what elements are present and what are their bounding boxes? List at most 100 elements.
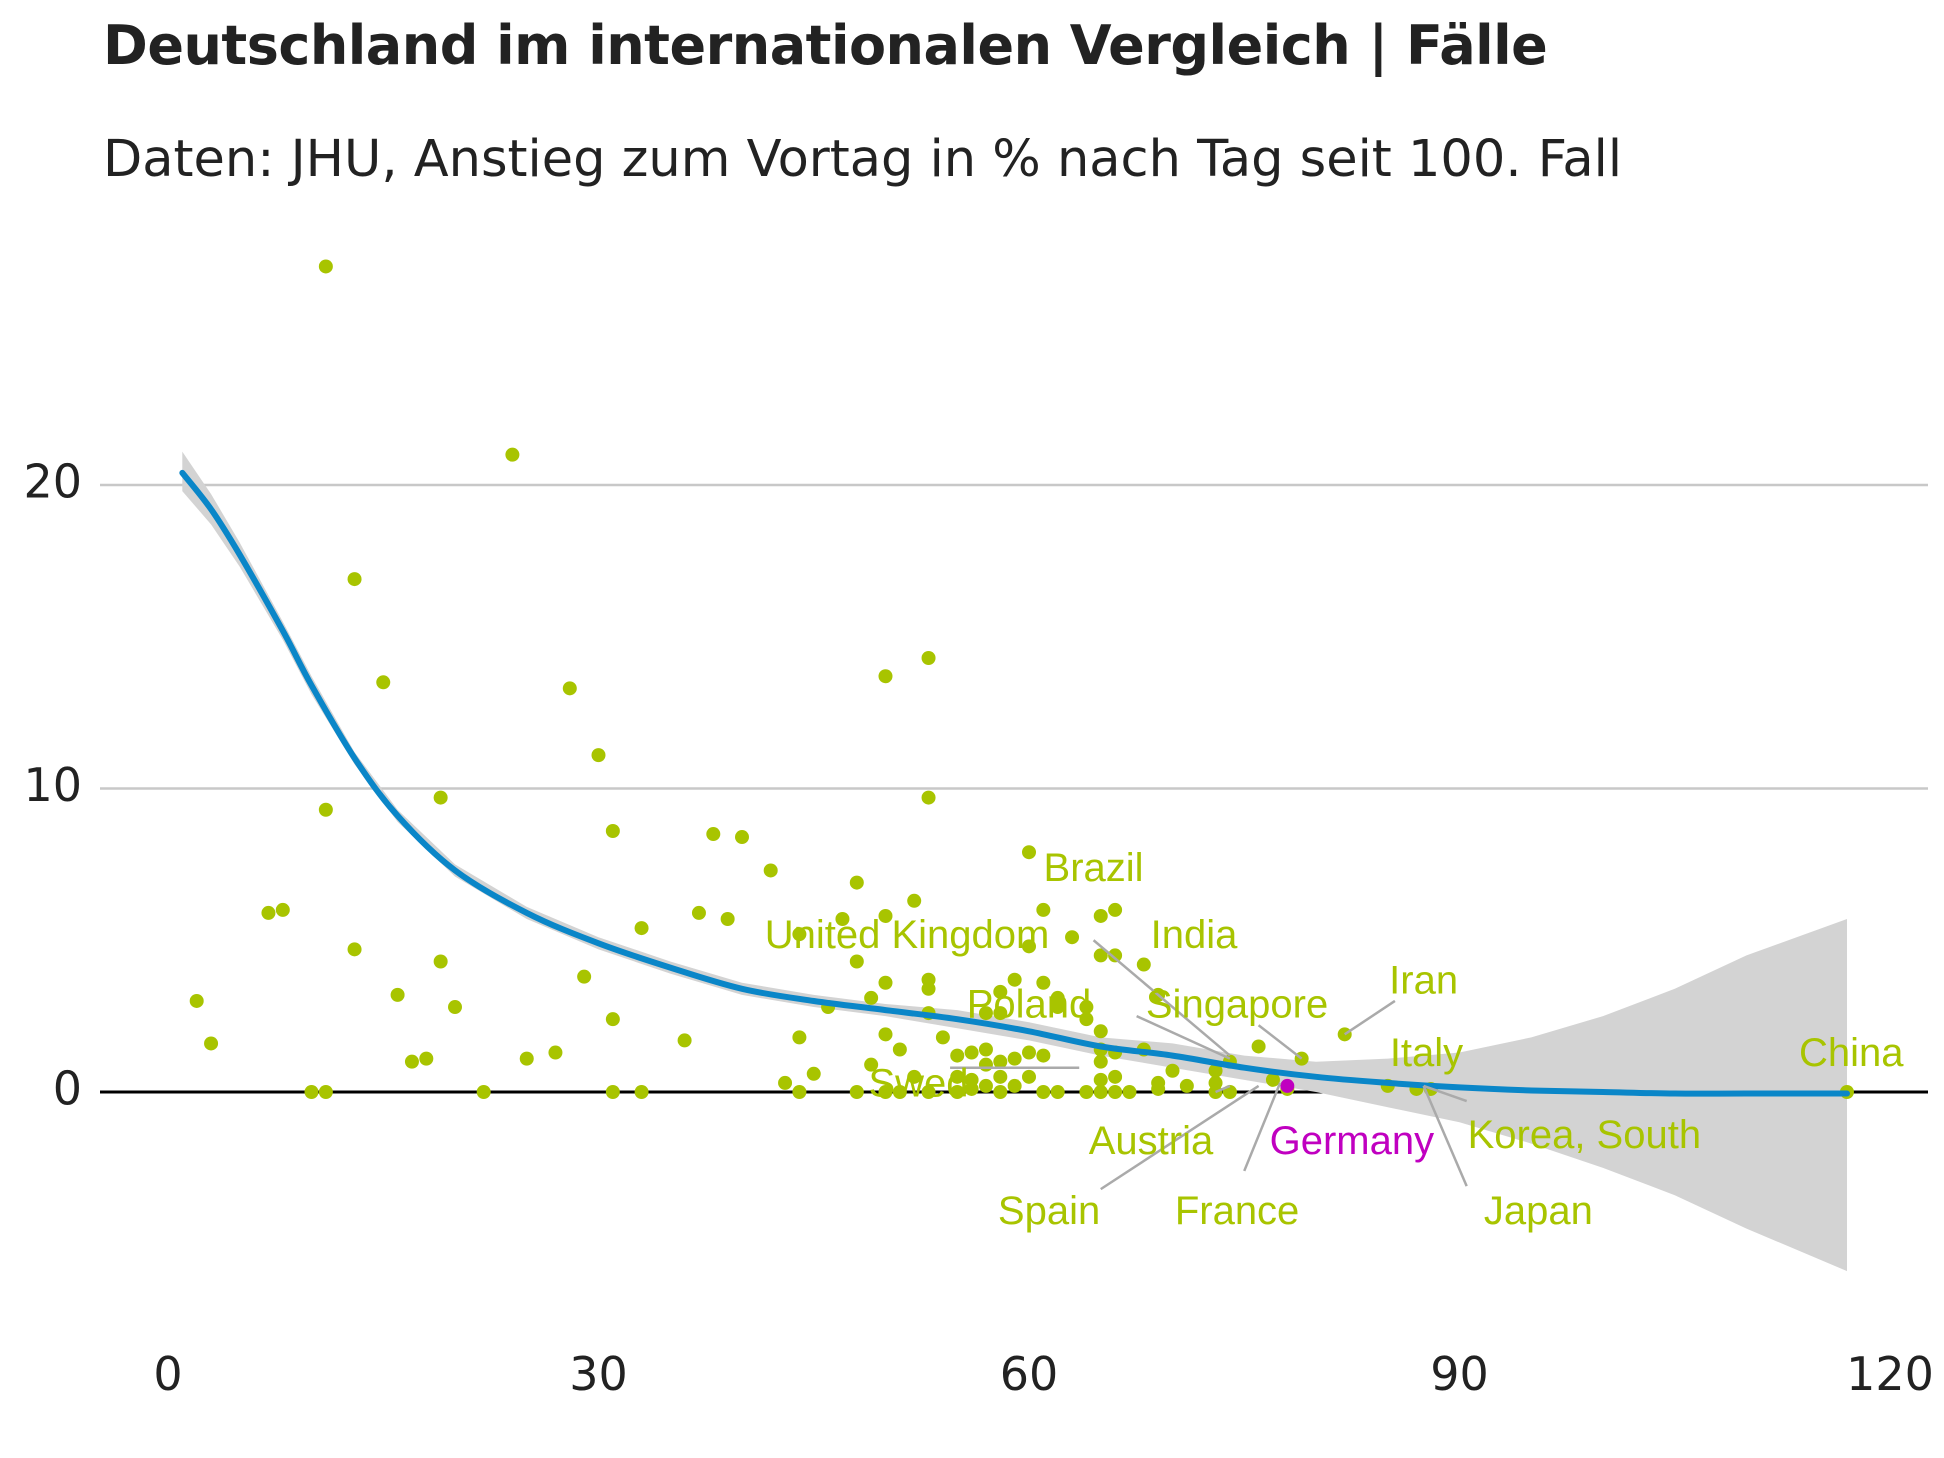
data-point xyxy=(835,912,850,927)
data-point xyxy=(720,912,735,927)
data-point xyxy=(634,921,649,936)
data-point xyxy=(390,987,405,1002)
country-label: Poland xyxy=(967,983,1092,1027)
data-point xyxy=(275,902,290,917)
confidence-band-area xyxy=(182,451,1847,1272)
data-point xyxy=(605,1012,620,1027)
data-point xyxy=(347,942,362,957)
leader-line xyxy=(1136,1014,1231,1060)
data-point xyxy=(448,1000,462,1015)
data-point xyxy=(1093,1072,1108,1087)
data-point xyxy=(1208,1063,1223,1078)
data-point xyxy=(1093,1024,1108,1039)
data-point xyxy=(849,1085,864,1099)
data-point xyxy=(878,669,893,684)
data-point xyxy=(964,1045,979,1060)
data-point xyxy=(605,823,620,838)
leader-line xyxy=(1215,1084,1231,1094)
data-point xyxy=(878,975,893,990)
data-point xyxy=(1093,908,1108,923)
data-point xyxy=(993,1085,1008,1099)
data-point xyxy=(921,1085,936,1099)
data-point xyxy=(1108,1085,1123,1099)
country-label: Singapore xyxy=(1146,983,1328,1027)
data-point xyxy=(347,572,362,587)
label-leader-lines xyxy=(950,939,1468,1191)
data-point xyxy=(577,969,592,984)
leader-line xyxy=(1100,1084,1260,1191)
data-points xyxy=(189,259,1854,1099)
country-label: China xyxy=(1799,1031,1904,1075)
data-point xyxy=(921,650,936,665)
data-point xyxy=(792,1030,807,1045)
country-label: Brazil xyxy=(1044,846,1144,890)
data-point xyxy=(1022,1045,1036,1060)
data-point xyxy=(1079,1012,1094,1027)
data-point xyxy=(304,1085,319,1099)
data-point xyxy=(1108,1069,1123,1084)
leader-line xyxy=(1344,999,1396,1036)
data-point xyxy=(1165,1063,1180,1078)
country-label: India xyxy=(1151,913,1238,957)
data-point xyxy=(433,954,448,969)
data-point xyxy=(1179,1078,1194,1093)
x-tick-label: 30 xyxy=(569,1347,628,1401)
country-label: Swed xyxy=(868,1061,968,1105)
data-point xyxy=(1007,1051,1022,1066)
data-point xyxy=(978,1006,993,1021)
data-point xyxy=(864,1057,879,1072)
data-point xyxy=(261,905,276,920)
data-point xyxy=(849,875,864,890)
data-point xyxy=(878,908,893,923)
leader-line xyxy=(1257,1024,1303,1060)
data-point xyxy=(849,954,864,969)
country-label: Iran xyxy=(1389,958,1458,1002)
data-point xyxy=(806,1066,821,1081)
data-point xyxy=(376,675,391,690)
country-label: Korea, South xyxy=(1468,1113,1702,1157)
leader-line xyxy=(1243,1082,1282,1172)
data-point xyxy=(1108,948,1123,963)
data-point xyxy=(519,1051,534,1066)
x-tick-label: 120 xyxy=(1846,1347,1934,1401)
data-point xyxy=(993,1006,1008,1021)
data-point xyxy=(562,681,577,696)
data-point xyxy=(634,1085,649,1099)
data-point xyxy=(677,1033,692,1048)
data-point xyxy=(1022,1069,1036,1084)
data-point xyxy=(1151,1081,1166,1096)
data-point xyxy=(978,1042,993,1057)
data-point xyxy=(878,1085,893,1099)
data-point xyxy=(1007,1078,1022,1093)
data-point xyxy=(591,748,606,763)
data-point xyxy=(318,1085,333,1099)
data-point xyxy=(993,1069,1008,1084)
data-point xyxy=(1265,1072,1280,1087)
country-label: Germany xyxy=(1270,1119,1435,1163)
data-point xyxy=(1065,930,1080,945)
data-point xyxy=(691,905,706,920)
data-point xyxy=(1036,902,1051,917)
data-point xyxy=(792,927,807,942)
x-tick-label: 60 xyxy=(1000,1347,1059,1401)
data-point xyxy=(763,863,778,878)
country-label: Italy xyxy=(1390,1031,1463,1075)
data-point xyxy=(864,990,879,1005)
data-point xyxy=(778,1075,793,1090)
data-point xyxy=(318,259,333,274)
data-point xyxy=(921,981,936,996)
country-label: United Kingdom xyxy=(765,913,1050,957)
data-point xyxy=(1079,1000,1094,1015)
leader-line xyxy=(1422,1085,1468,1187)
data-point xyxy=(1050,1085,1065,1099)
data-point xyxy=(735,830,749,845)
data-point xyxy=(419,1051,434,1066)
data-point xyxy=(1022,845,1036,860)
data-point xyxy=(921,790,936,805)
data-point xyxy=(1079,1085,1094,1099)
data-point xyxy=(1036,975,1051,990)
data-point xyxy=(892,1085,907,1099)
data-point xyxy=(950,1069,965,1084)
data-point xyxy=(792,1085,807,1099)
data-point xyxy=(204,1036,219,1051)
